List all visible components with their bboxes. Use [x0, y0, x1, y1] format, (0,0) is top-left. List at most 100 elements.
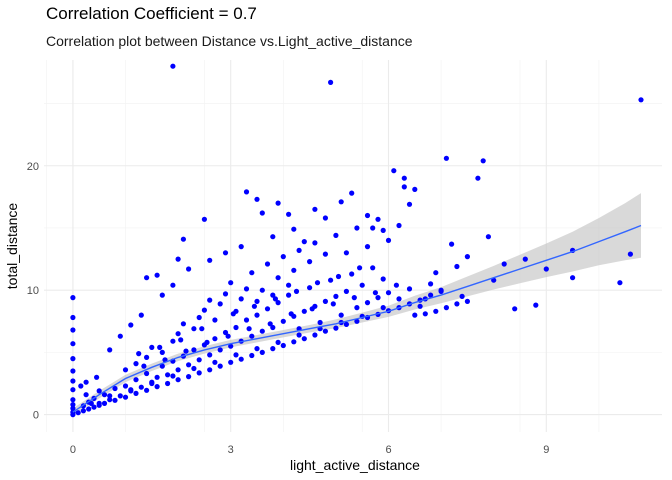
data-point: [112, 397, 118, 403]
data-point: [133, 390, 139, 396]
data-point: [275, 200, 281, 206]
data-point: [333, 293, 339, 299]
y-tick-labels: 0 10 20: [27, 161, 39, 422]
data-point: [375, 295, 381, 301]
data-point: [70, 397, 76, 403]
data-point: [396, 296, 402, 302]
data-point: [259, 210, 265, 216]
data-point: [165, 380, 171, 387]
data-point: [191, 365, 197, 372]
data-point: [291, 267, 297, 273]
data-point: [335, 273, 342, 280]
x-tick-labels: 0 3 6 9: [70, 444, 549, 456]
data-point: [259, 349, 265, 355]
data-point: [401, 184, 407, 190]
data-point: [117, 393, 123, 399]
data-point: [225, 333, 231, 339]
data-point: [70, 387, 76, 393]
data-point: [264, 306, 271, 312]
data-point: [238, 356, 244, 362]
data-point: [249, 333, 255, 339]
data-point: [207, 367, 213, 373]
data-point: [238, 296, 244, 302]
data-point: [454, 263, 460, 270]
data-point: [154, 374, 160, 380]
data-point: [264, 261, 271, 267]
y-tick-label: 20: [27, 161, 39, 173]
data-point: [75, 410, 81, 416]
data-point: [406, 201, 413, 207]
data-point: [301, 336, 307, 342]
data-point: [196, 370, 202, 376]
data-point: [275, 339, 281, 345]
data-point: [627, 251, 634, 257]
data-point: [191, 326, 197, 332]
data-point: [354, 225, 360, 231]
y-tick-label: 0: [33, 410, 39, 422]
data-point: [307, 285, 313, 291]
data-point: [199, 326, 205, 332]
data-point: [170, 338, 176, 344]
data-point: [270, 324, 276, 331]
data-point: [296, 332, 302, 338]
data-point: [393, 282, 399, 288]
data-point: [91, 404, 97, 410]
data-point: [464, 254, 470, 260]
data-point: [170, 282, 176, 288]
data-point: [312, 240, 318, 246]
data-point: [122, 383, 129, 389]
data-point: [238, 244, 244, 250]
x-tick-label: 3: [228, 444, 234, 456]
data-point: [270, 234, 276, 240]
data-point: [328, 277, 334, 283]
data-point: [70, 295, 76, 301]
data-point: [246, 326, 252, 332]
data-point: [178, 337, 184, 343]
data-point: [186, 374, 192, 380]
data-point: [122, 367, 129, 373]
data-point: [322, 251, 328, 257]
data-point: [243, 317, 250, 323]
data-point: [144, 387, 150, 393]
data-point: [186, 266, 192, 272]
data-point: [170, 373, 176, 379]
data-point: [280, 254, 286, 260]
data-point: [175, 331, 181, 337]
data-point: [128, 322, 134, 328]
data-point: [309, 306, 315, 312]
data-point: [417, 303, 423, 309]
data-point: [280, 318, 286, 324]
data-point: [228, 280, 234, 286]
data-point: [617, 280, 623, 286]
data-point: [364, 244, 371, 250]
data-point: [272, 296, 278, 302]
data-point: [254, 312, 260, 318]
data-point: [312, 332, 318, 338]
data-point: [83, 392, 89, 398]
data-point: [354, 305, 360, 311]
data-point: [86, 406, 92, 412]
data-point: [412, 312, 418, 318]
data-point: [183, 348, 189, 354]
data-point: [307, 259, 313, 265]
data-point: [464, 298, 470, 304]
x-tick-label: 0: [70, 444, 76, 456]
data-point: [254, 196, 260, 202]
data-point: [96, 388, 102, 394]
data-point: [385, 237, 392, 243]
data-point: [217, 301, 223, 307]
data-point: [217, 347, 223, 353]
chart-title: Correlation Coefficient = 0.7: [46, 4, 257, 23]
data-point: [83, 379, 89, 385]
data-point: [372, 290, 378, 296]
data-point: [251, 303, 257, 309]
data-point: [180, 236, 186, 242]
smooth-line: [72, 224, 642, 413]
data-point: [291, 339, 297, 345]
data-point: [364, 300, 371, 306]
data-point: [570, 275, 576, 281]
data-point: [443, 155, 449, 161]
data-point: [370, 265, 376, 271]
data-points: [70, 63, 644, 418]
data-point: [512, 306, 518, 312]
